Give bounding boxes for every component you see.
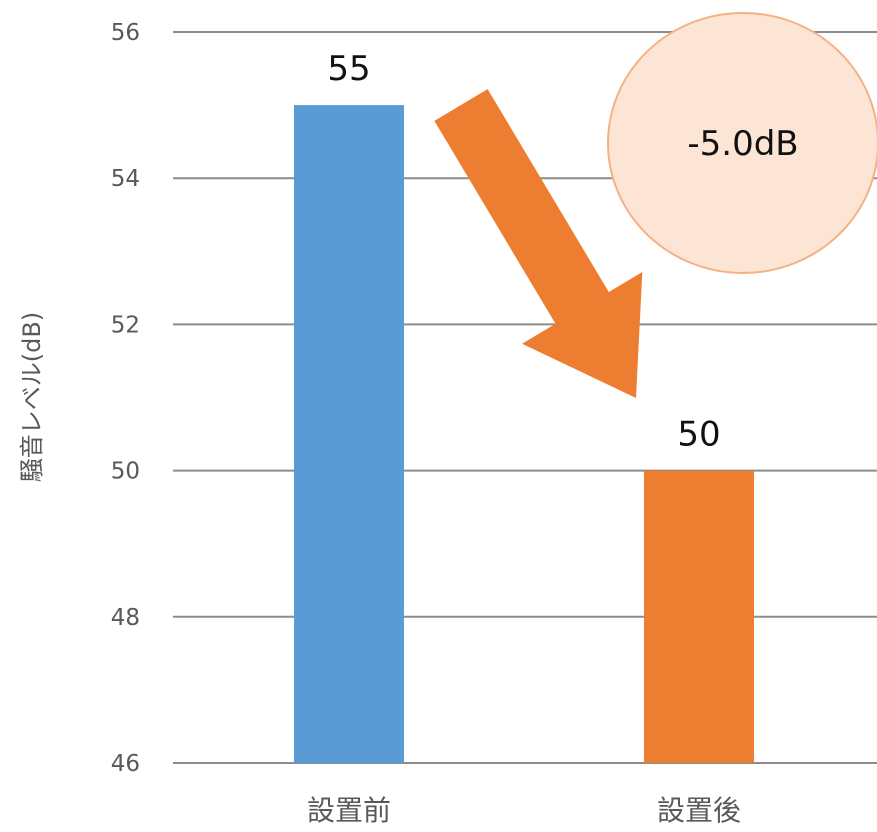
category-labels: 設置前 設置後: [307, 794, 741, 827]
y-tick-label-3: 52: [111, 312, 140, 338]
bars: [294, 105, 754, 764]
y-tick-label-4: 54: [111, 166, 140, 192]
data-label-0: 55: [327, 49, 370, 89]
y-tick-label-1: 48: [111, 605, 140, 631]
difference-callout: -5.0dB: [607, 12, 877, 274]
y-axis-ticks: 46 48 50 52 54 56: [111, 20, 140, 777]
category-label-1: 設置後: [657, 794, 741, 827]
bar-0: [294, 105, 404, 764]
y-axis-title: 騒音レベル(dB): [18, 312, 46, 482]
data-label-1: 50: [677, 415, 720, 455]
y-tick-label-5: 56: [111, 20, 140, 46]
callout-ellipse: [607, 12, 877, 274]
decrease-arrow: [434, 89, 643, 398]
bar-1: [644, 470, 754, 763]
category-label-0: 設置前: [307, 794, 391, 827]
callout-text: -5.0dB: [687, 124, 798, 164]
data-labels: 55 50: [327, 49, 720, 455]
y-tick-label-0: 46: [111, 751, 140, 777]
y-tick-label-2: 50: [111, 459, 140, 485]
